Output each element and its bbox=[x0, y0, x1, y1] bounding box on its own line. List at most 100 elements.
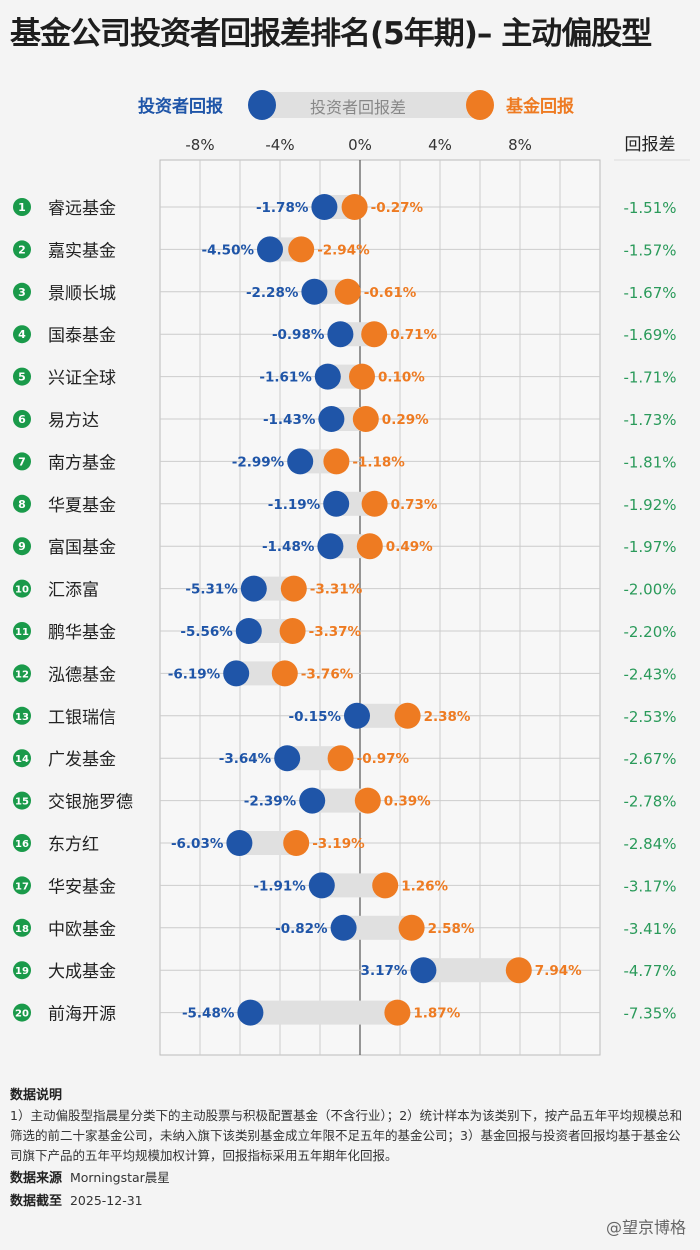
rank-badge bbox=[13, 325, 31, 344]
rank-number: 17 bbox=[15, 881, 29, 892]
rank-number: 2 bbox=[18, 243, 26, 256]
fund-value-label: 0.39% bbox=[384, 794, 431, 810]
investor-dot bbox=[257, 236, 283, 263]
source-value: Morningstar晨星 bbox=[69, 1170, 170, 1185]
rank-badge bbox=[13, 664, 31, 683]
diff-value: -1.69% bbox=[623, 326, 676, 344]
company-name: 华安基金 bbox=[48, 877, 116, 897]
diff-value: -7.35% bbox=[623, 1005, 676, 1023]
investor-value-label: -2.28% bbox=[246, 285, 299, 301]
diff-column-header: 回报差 bbox=[625, 135, 676, 155]
footer: 数据说明 1）主动偏股型指晨星分类下的主动股票与积极配置基金（不含行业）；2）统… bbox=[10, 1085, 690, 1212]
fund-dot bbox=[505, 957, 532, 984]
company-name: 广发基金 bbox=[48, 750, 116, 770]
fund-dot bbox=[288, 236, 315, 263]
investor-dot bbox=[314, 363, 341, 390]
rank-badge bbox=[13, 622, 31, 640]
diff-value: -2.43% bbox=[623, 665, 676, 683]
diff-value: -2.20% bbox=[623, 623, 676, 641]
fund-dot bbox=[356, 533, 383, 560]
company-name: 国泰基金 bbox=[48, 326, 116, 346]
company-name: 中欧基金 bbox=[48, 920, 116, 940]
rank-badge bbox=[13, 367, 31, 386]
rank-number: 13 bbox=[15, 712, 29, 723]
company-name: 南方基金 bbox=[48, 453, 116, 473]
fund-value-label: 0.49% bbox=[386, 539, 433, 555]
x-tick-label: -4% bbox=[265, 136, 294, 154]
company-name: 富国基金 bbox=[48, 538, 116, 558]
company-name: 易方达 bbox=[48, 411, 99, 431]
investor-dot bbox=[287, 448, 314, 475]
rank-number: 7 bbox=[18, 455, 26, 468]
gap-bar bbox=[250, 1000, 398, 1025]
rank-number: 16 bbox=[15, 839, 29, 850]
company-name: 东方红 bbox=[48, 835, 99, 855]
investor-value-label: -0.98% bbox=[272, 327, 325, 343]
company-name: 泓德基金 bbox=[48, 665, 116, 685]
diff-value: -2.00% bbox=[623, 581, 676, 599]
investor-dot bbox=[311, 194, 338, 220]
investor-value-label: -1.91% bbox=[253, 878, 306, 894]
x-tick-label: 8% bbox=[508, 136, 532, 154]
fund-value-label: -3.19% bbox=[312, 836, 365, 852]
investor-dot bbox=[274, 745, 301, 772]
rank-number: 10 bbox=[15, 585, 29, 596]
fund-dot bbox=[280, 575, 307, 602]
dumbbell-chart: -8% -4% 0% 4% 8% 回报差 1 睿远基金 -1.78% -0.27% -1.51% 2 嘉… bbox=[13, 135, 690, 1056]
investor-value-label: -4.50% bbox=[202, 242, 255, 258]
investor-dot bbox=[330, 914, 357, 941]
investor-dot bbox=[308, 872, 335, 899]
rank-number: 9 bbox=[18, 540, 26, 553]
fund-value-label: -0.27% bbox=[371, 200, 424, 216]
investor-dot bbox=[223, 660, 250, 687]
fund-dot bbox=[361, 490, 388, 517]
rank-badge bbox=[13, 494, 31, 513]
fund-value-label: 7.94% bbox=[535, 963, 582, 979]
rank-badge bbox=[13, 834, 31, 852]
fund-dot bbox=[271, 660, 298, 687]
legend-investor-dot bbox=[248, 90, 276, 120]
fund-dot bbox=[323, 448, 350, 475]
diff-value: -4.77% bbox=[623, 962, 676, 980]
company-name: 景顺长城 bbox=[48, 284, 116, 304]
company-name: 华夏基金 bbox=[48, 496, 116, 516]
diff-value: -1.71% bbox=[623, 369, 676, 387]
date-label: 数据截至 bbox=[10, 1194, 63, 1209]
company-name: 工银瑞信 bbox=[48, 708, 116, 728]
fund-dot bbox=[384, 999, 411, 1026]
fund-value-label: -3.31% bbox=[310, 582, 363, 598]
diff-value: -1.81% bbox=[623, 453, 676, 471]
rank-number: 20 bbox=[15, 1009, 29, 1020]
rank-number: 5 bbox=[18, 371, 26, 384]
diff-value: -2.67% bbox=[623, 750, 676, 768]
fund-dot bbox=[354, 787, 381, 814]
fund-value-label: -1.18% bbox=[352, 454, 405, 470]
investor-value-label: -1.61% bbox=[259, 370, 312, 386]
investor-value-label: -1.19% bbox=[268, 497, 321, 513]
watermark: @望京博格 bbox=[605, 1218, 686, 1237]
rank-badge bbox=[13, 918, 31, 937]
rank-badge bbox=[13, 282, 31, 301]
fund-value-label: 1.26% bbox=[401, 878, 448, 894]
investor-value-label: -0.82% bbox=[275, 921, 328, 937]
date-value: 2025-12-31 bbox=[69, 1193, 143, 1208]
fund-dot bbox=[349, 363, 375, 390]
fund-value-label: -2.94% bbox=[317, 242, 370, 258]
source-label: 数据来源 bbox=[10, 1171, 63, 1186]
diff-value: -1.97% bbox=[623, 538, 676, 556]
rank-number: 4 bbox=[18, 328, 26, 341]
rank-number: 18 bbox=[15, 924, 29, 935]
investor-value-label: -2.99% bbox=[232, 454, 285, 470]
fund-value-label: 2.38% bbox=[424, 709, 471, 725]
investor-value-label: -3.64% bbox=[219, 751, 272, 767]
investor-dot bbox=[299, 787, 326, 814]
company-name: 交银施罗德 bbox=[48, 793, 133, 813]
investor-dot bbox=[226, 830, 253, 856]
legend-fund: 基金回报 bbox=[506, 97, 574, 117]
company-name: 鹏华基金 bbox=[48, 623, 116, 643]
rank-badge bbox=[13, 198, 31, 216]
rank-number: 8 bbox=[18, 498, 26, 511]
fund-dot bbox=[327, 745, 354, 772]
rank-number: 6 bbox=[18, 413, 26, 426]
diff-value: -1.92% bbox=[623, 496, 676, 514]
